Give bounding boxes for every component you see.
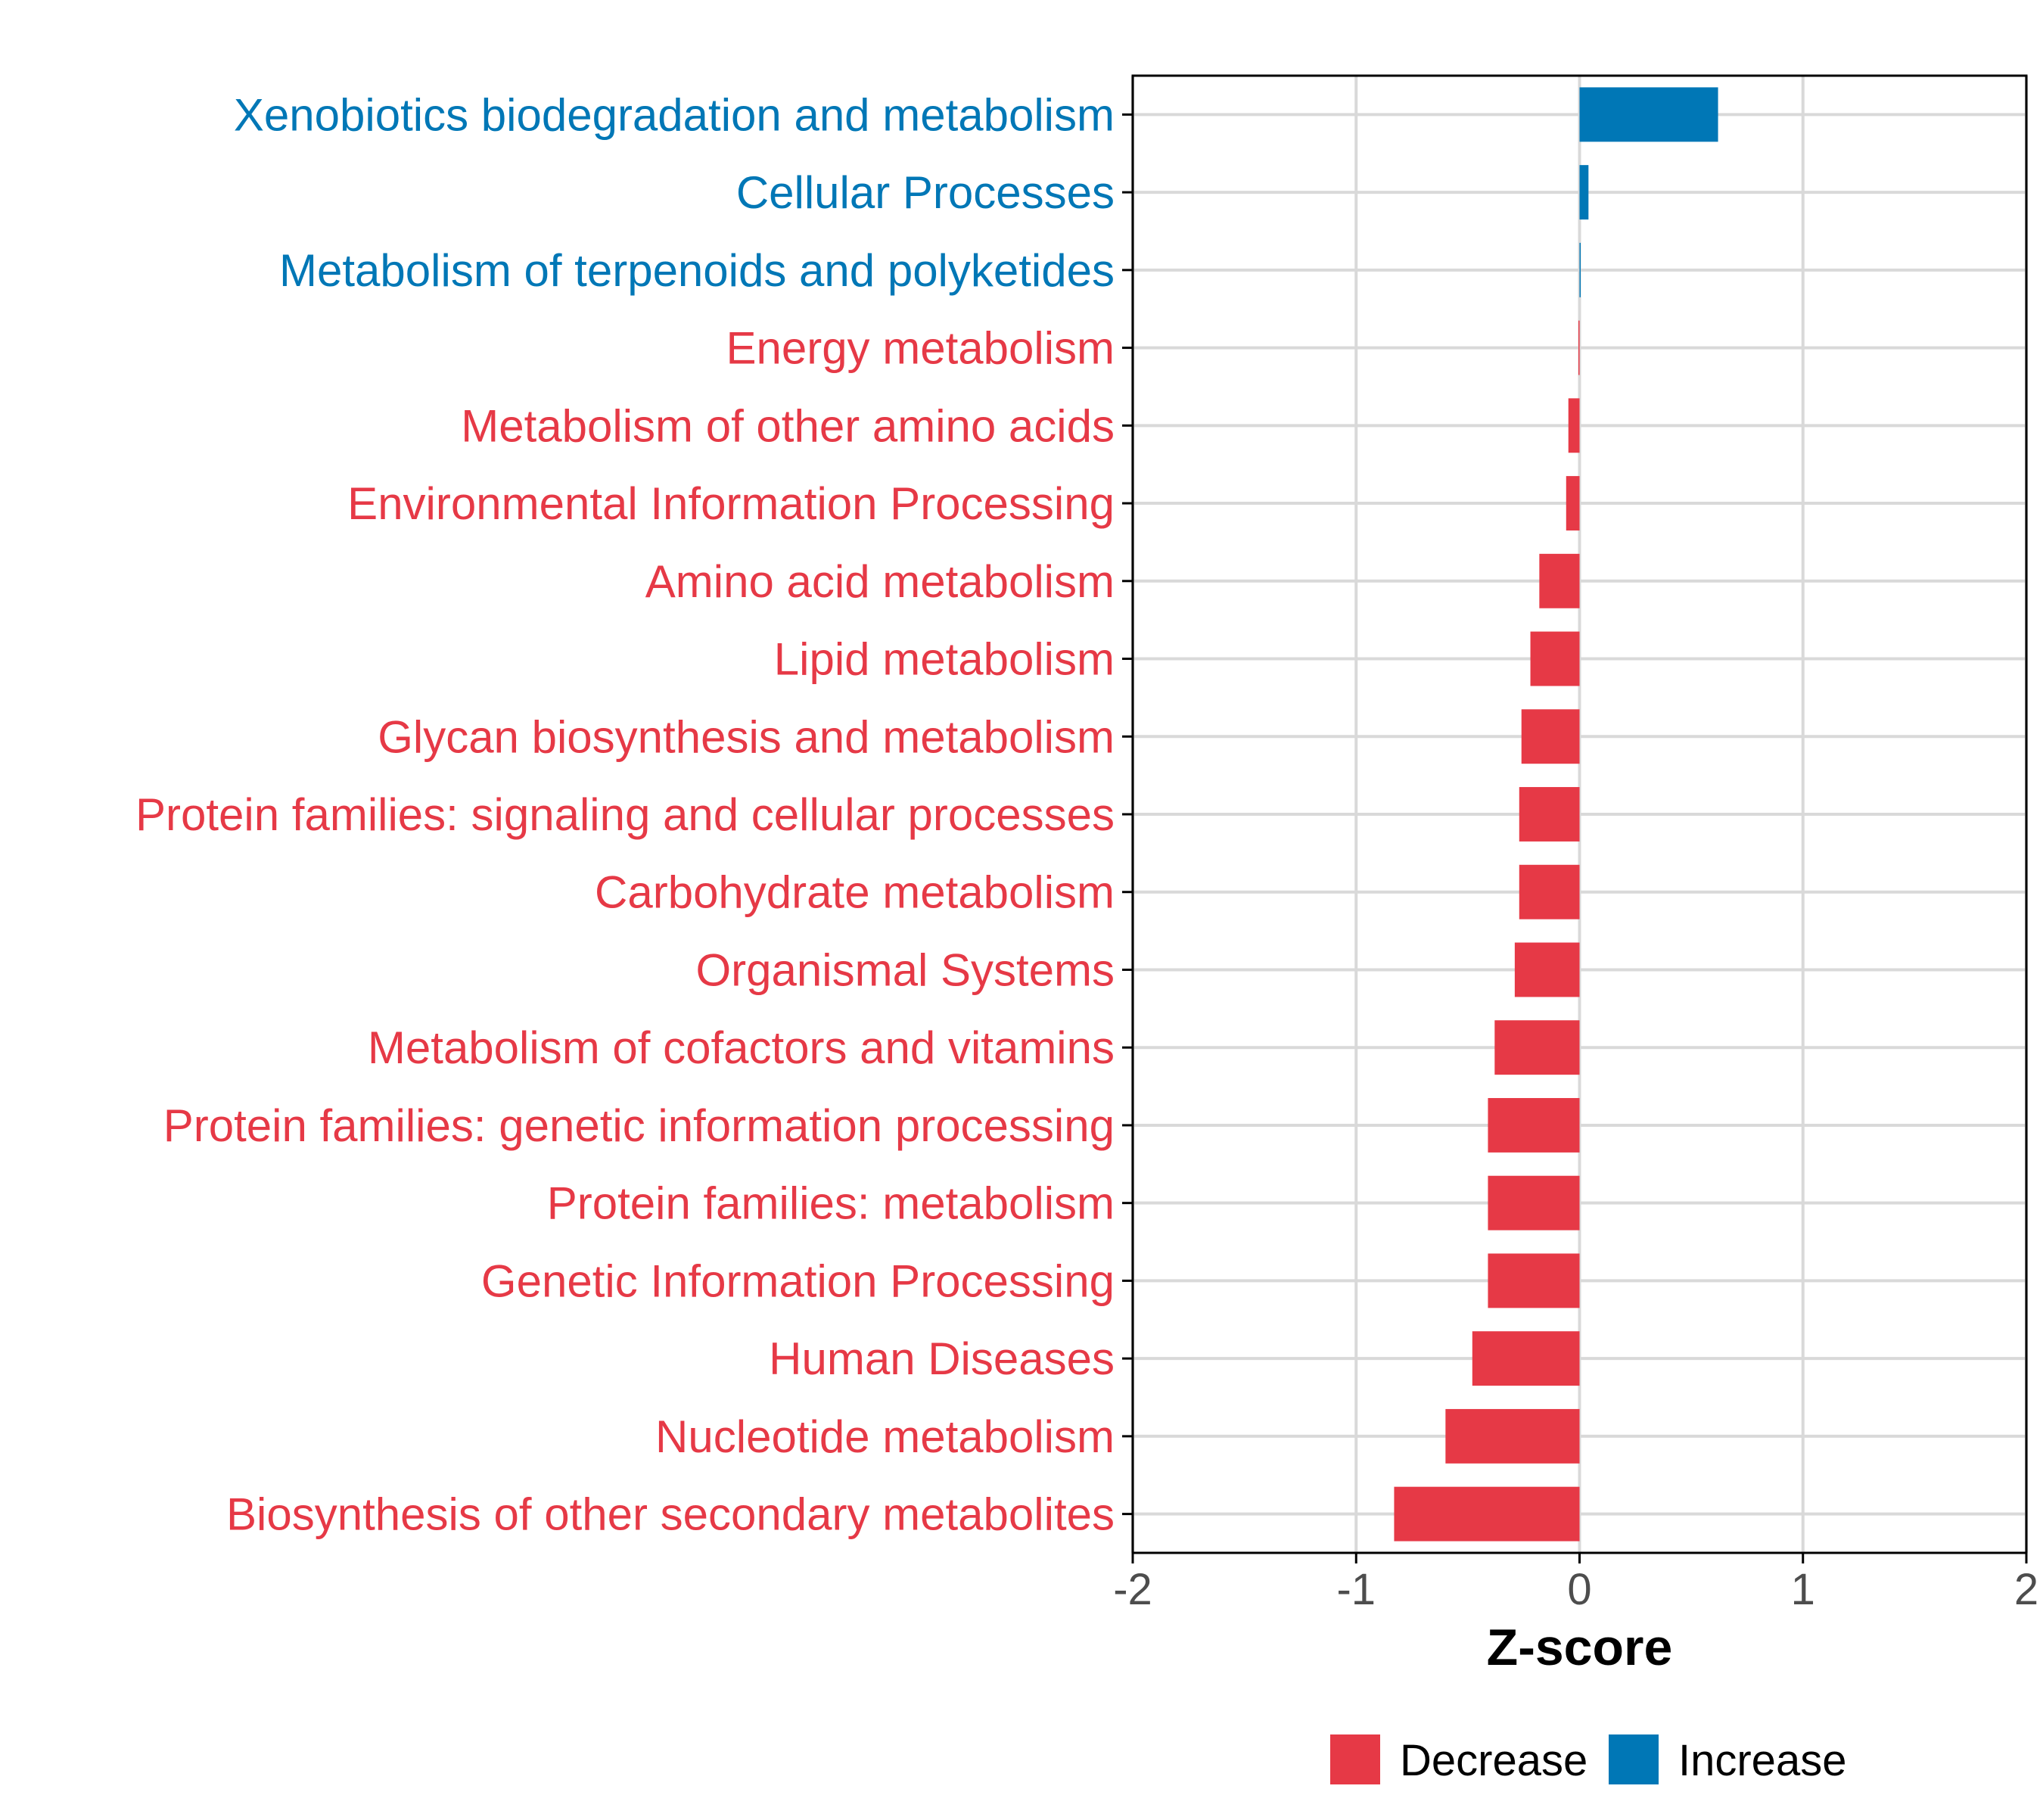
- category-label: Carbohydrate metabolism: [595, 867, 1115, 918]
- x-tick-label: -2: [1113, 1565, 1152, 1614]
- category-label: Lipid metabolism: [774, 634, 1115, 685]
- bar: [1394, 1486, 1580, 1542]
- x-tick-label: -1: [1336, 1565, 1376, 1614]
- legend-label: Decrease: [1400, 1736, 1587, 1785]
- category-label: Energy metabolism: [726, 323, 1115, 374]
- bar: [1539, 553, 1580, 608]
- category-label: Protein families: genetic information pr…: [163, 1100, 1115, 1151]
- bar: [1568, 398, 1580, 453]
- bar: [1472, 1331, 1580, 1386]
- bar: [1579, 87, 1718, 142]
- legend-swatch: [1330, 1734, 1380, 1784]
- category-label: Cellular Processes: [736, 167, 1115, 218]
- legend-item-decrease: Decrease: [1330, 1734, 1587, 1785]
- legend: Decrease Increase: [1330, 1734, 1846, 1785]
- bar: [1514, 942, 1580, 997]
- category-label: Protein families: signaling and cellular…: [135, 789, 1115, 840]
- bar: [1579, 242, 1581, 297]
- x-axis-title: Z-score: [1487, 1619, 1673, 1676]
- category-label: Amino acid metabolism: [645, 556, 1115, 607]
- x-tick-label: 0: [1567, 1565, 1591, 1614]
- category-label: Biosynthesis of other secondary metaboli…: [226, 1489, 1115, 1540]
- bar: [1578, 320, 1580, 375]
- bar: [1579, 165, 1589, 220]
- category-label: Nucleotide metabolism: [655, 1411, 1115, 1462]
- category-label: Environmental Information Processing: [347, 478, 1115, 529]
- legend-swatch: [1609, 1734, 1659, 1784]
- category-label: Metabolism of cofactors and vitamins: [368, 1022, 1115, 1073]
- category-labels: Xenobiotics biodegradation and metabolis…: [135, 89, 1115, 1539]
- bar: [1488, 1175, 1580, 1230]
- bar: [1519, 787, 1580, 842]
- bar: [1494, 1020, 1580, 1075]
- category-label: Human Diseases: [769, 1333, 1115, 1384]
- x-ticks: -2 -1 0 1 2: [1113, 1553, 2038, 1614]
- bar: [1488, 1097, 1580, 1153]
- category-label: Metabolism of terpenoids and polyketides: [279, 245, 1115, 296]
- bar: [1530, 631, 1580, 686]
- category-label: Xenobiotics biodegradation and metabolis…: [234, 89, 1115, 140]
- bar: [1488, 1253, 1580, 1308]
- category-label: Genetic Information Processing: [481, 1255, 1115, 1306]
- legend-item-increase: Increase: [1609, 1734, 1846, 1785]
- bar: [1521, 709, 1580, 764]
- bars: [1394, 87, 1718, 1542]
- category-label: Organismal Systems: [696, 944, 1115, 995]
- legend-label: Increase: [1678, 1736, 1846, 1785]
- bar: [1445, 1408, 1580, 1464]
- category-label: Metabolism of other amino acids: [461, 400, 1115, 451]
- x-tick-label: 2: [2014, 1565, 2038, 1614]
- bar: [1519, 864, 1580, 919]
- category-label: Protein families: metabolism: [547, 1178, 1115, 1229]
- category-label: Glycan biosynthesis and metabolism: [378, 711, 1115, 762]
- y-ticks: [1122, 113, 1133, 1516]
- x-tick-label: 1: [1791, 1565, 1815, 1614]
- bar: [1566, 476, 1580, 531]
